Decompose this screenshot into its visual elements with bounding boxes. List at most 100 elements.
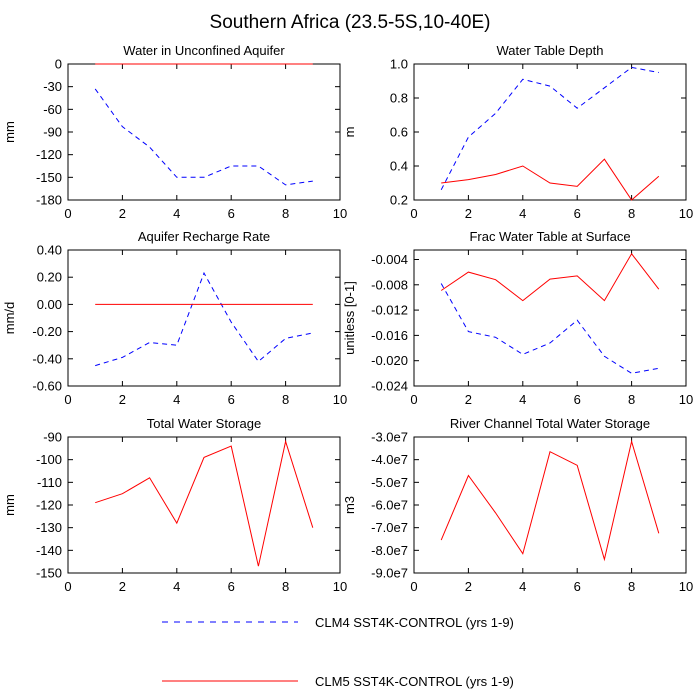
y-tick-label: -4.0e7 [371,452,408,467]
y-tick-label: -140 [36,543,62,558]
x-tick-label: 4 [173,579,180,594]
x-tick-label: 6 [228,392,235,407]
x-tick-label: 2 [119,392,126,407]
y-tick-label: -120 [36,147,62,162]
x-tick-label: 2 [465,206,472,221]
x-tick-label: 6 [574,392,581,407]
x-tick-label: 4 [519,579,526,594]
chart-panel-5: Total Water Storage 0 2 4 6 8 10 -90 -100 -110 -12… [2,416,347,594]
figure-title: Southern Africa (23.5-5S,10-40E) [210,12,491,33]
y-tick-label: -30 [43,79,62,94]
y-tick-label: 0.2 [390,193,408,208]
y-tick-label: 0.20 [37,270,62,285]
x-tick-label: 4 [519,392,526,407]
y-tick-label: 0.6 [390,125,408,140]
x-tick-label: 10 [333,579,347,594]
x-tick-label: 10 [679,579,693,594]
y-tick-label: 0.4 [390,159,408,174]
y-axis-label: mm/d [2,302,17,335]
y-tick-label: -180 [36,193,62,208]
x-tick-label: 0 [410,392,417,407]
y-tick-label: -9.0e7 [371,566,408,581]
y-axis-label: m [342,127,357,138]
y-tick-label: -5.0e7 [371,475,408,490]
panel-title: Water Table Depth [497,43,604,58]
x-tick-label: 0 [64,392,71,407]
y-tick-label: -90 [43,125,62,140]
chart-panel-2: Water Table Depth 0 2 4 6 8 10 1.0 0.8 0.6 0.4 0.2 m [342,43,693,221]
y-tick-label: 1.0 [390,57,408,72]
y-tick-label: -0.40 [32,351,62,366]
chart-panel-4: Frac Water Table at Surface 0 2 4 6 8 10 -0.004… [342,229,693,407]
y-axis-label: m3 [342,496,357,514]
y-tick-label: -6.0e7 [371,498,408,513]
x-tick-label: 6 [574,206,581,221]
y-axis-label: mm [2,121,17,143]
x-tick-label: 6 [574,579,581,594]
x-tick-label: 8 [628,392,635,407]
y-tick-label: -0.008 [371,277,408,292]
y-tick-label: -90 [43,430,62,445]
legend-label-clm5: CLM5 SST4K-CONTROL (yrs 1-9) [315,674,514,689]
y-tick-label: -7.0e7 [371,520,408,535]
y-tick-label: -100 [36,452,62,467]
x-tick-label: 10 [333,206,347,221]
y-tick-label: 0.40 [37,243,62,258]
x-tick-label: 10 [679,206,693,221]
x-tick-label: 0 [410,206,417,221]
panel-title: River Channel Total Water Storage [450,416,650,431]
y-tick-label: -0.20 [32,324,62,339]
y-tick-label: -8.0e7 [371,543,408,558]
x-tick-label: 0 [64,206,71,221]
x-tick-label: 6 [228,206,235,221]
series-line-clm5 [95,439,314,567]
chart-panel-3: Aquifer Recharge Rate 0 2 4 6 8 10 0.40 0.20 0.00… [2,229,347,407]
x-tick-label: 2 [465,392,472,407]
y-tick-label: -0.016 [371,328,408,343]
series-line-clm4 [440,283,659,374]
y-tick-label: -110 [37,475,62,490]
series-line-clm5 [441,158,660,201]
y-tick-label: -0.024 [371,379,408,394]
plot-frame [413,436,687,574]
x-tick-label: 0 [410,579,417,594]
series-line-clm4 [440,66,659,191]
x-tick-label: 0 [64,579,71,594]
y-tick-label: -3.0e7 [371,430,408,445]
legend: CLM4 SST4K-CONTROL (yrs 1-9) CLM5 SST4K-… [162,615,514,689]
legend-label-clm4: CLM4 SST4K-CONTROL (yrs 1-9) [315,615,514,630]
series-line-clm5 [440,252,660,302]
y-tick-label: -150 [36,170,62,185]
x-tick-label: 6 [228,579,235,594]
y-tick-label: 0 [55,57,62,72]
x-tick-label: 8 [282,579,289,594]
y-tick-label: -0.60 [32,379,62,394]
plot-frame [67,249,341,387]
x-tick-label: 4 [173,206,180,221]
plot-frame [67,63,341,201]
y-tick-label: -60 [43,102,62,117]
y-tick-label: -0.020 [371,353,408,368]
chart-panel-1: Water in Unconfined Aquifer 0 2 4 6 8 10 0 -30 -6… [2,43,347,221]
x-tick-label: 8 [282,206,289,221]
x-tick-label: 2 [119,579,126,594]
y-axis-label: unitless [0-1] [342,281,357,355]
x-tick-label: 8 [282,392,289,407]
x-tick-label: 8 [628,206,635,221]
x-tick-label: 10 [679,392,693,407]
y-tick-label: -0.012 [371,303,408,318]
x-tick-label: 2 [465,579,472,594]
panels: Water in Unconfined Aquifer 0 2 4 6 8 10 0 -30 -6… [2,43,693,594]
series-line-clm4 [94,88,313,186]
y-tick-label: 0.8 [390,91,408,106]
x-tick-label: 2 [119,206,126,221]
y-tick-label: 0.00 [37,297,62,312]
panel-title: Frac Water Table at Surface [469,229,630,244]
plot-frame [413,63,687,201]
panel-title: Water in Unconfined Aquifer [123,43,285,58]
series-line-clm4 [95,271,313,367]
x-tick-label: 4 [519,206,526,221]
y-tick-label: -130 [36,520,62,535]
panel-title: Aquifer Recharge Rate [138,229,270,244]
